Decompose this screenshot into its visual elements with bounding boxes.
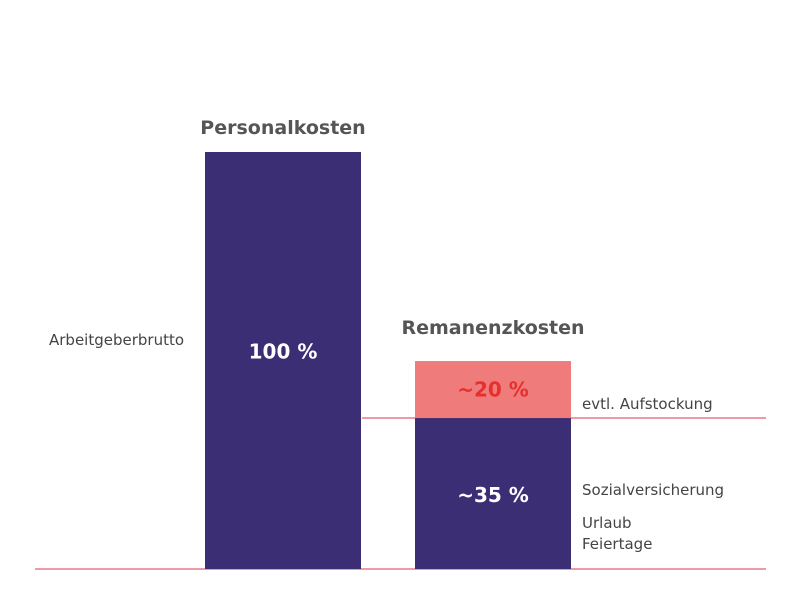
bar-personalkosten (205, 152, 361, 569)
bar-value-remanenzkosten-base: ~35 % (457, 483, 529, 507)
annotation-aufstockung: evtl. Aufstockung (582, 395, 713, 413)
annotation-urlaub: Urlaub (582, 514, 632, 532)
bar-title-personalkosten: Personalkosten (200, 117, 365, 139)
annotation-sozialversicherung: Sozialversicherung (582, 481, 724, 499)
bar-value-remanenzkosten-aufstockung: ~20 % (457, 378, 529, 402)
bar-remanenzkosten-aufstockung (415, 361, 571, 419)
bar-title-remanenzkosten: Remanenzkosten (401, 317, 584, 339)
annotation-feiertage: Feiertage (582, 535, 652, 553)
annotation-arbeitgeberbrutto: Arbeitgeberbrutto (49, 331, 184, 349)
bar-remanenzkosten-base (415, 418, 571, 569)
bar-value-personalkosten: 100 % (249, 340, 318, 364)
